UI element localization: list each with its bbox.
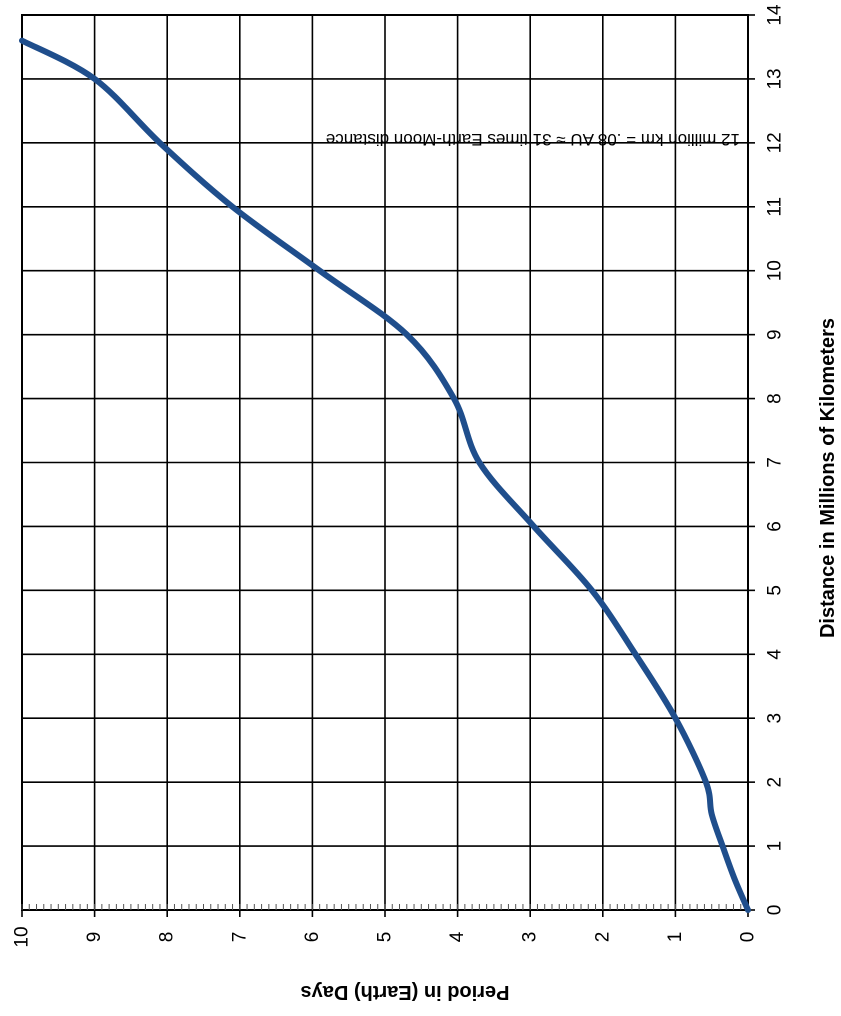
y-tick-label: 9 <box>84 932 105 943</box>
x-tick-label: 10 <box>765 260 786 281</box>
y-tick-label: 2 <box>592 932 613 943</box>
x-tick-label: 11 <box>765 197 786 217</box>
x-tick-label: 7 <box>765 457 786 468</box>
y-axis-title: Period in (Earth) Days <box>301 981 510 1003</box>
x-axis-title: Distance in Millions of Kilometers <box>817 318 839 638</box>
x-tick-label: 5 <box>765 585 786 596</box>
y-tick-label: 0 <box>738 932 759 943</box>
grid-layer <box>22 15 755 917</box>
x-tick-label: 0 <box>765 905 786 916</box>
y-tick-label: 8 <box>157 932 178 943</box>
y-tick-label: 3 <box>520 932 541 943</box>
y-tick-labels: 0 1 2 3 4 5 6 7 8 9 10 <box>12 926 759 947</box>
y-tick-label: 6 <box>302 932 323 943</box>
y-tick-label: 1 <box>665 932 686 943</box>
chart-annotation: 12 million km = .08 AU ≈ 31 times Earth-… <box>326 130 740 149</box>
x-tick-label: 4 <box>765 649 786 660</box>
x-tick-label: 3 <box>765 713 786 724</box>
x-tick-label: 9 <box>765 329 786 340</box>
y-tick-label: 10 <box>12 926 33 947</box>
y-tick-label: 7 <box>229 932 250 943</box>
x-tick-label: 1 <box>765 841 786 852</box>
x-tick-label: 2 <box>765 777 786 788</box>
y-tick-label: 4 <box>447 931 468 942</box>
y-tick-label: 5 <box>375 932 396 943</box>
minor-tick-layer <box>22 904 748 910</box>
x-tick-label: 8 <box>765 393 786 404</box>
x-tick-label: 12 <box>765 132 786 153</box>
x-tick-label: 13 <box>765 68 786 89</box>
x-tick-label: 6 <box>765 521 786 532</box>
x-tick-label: 14 <box>765 4 786 26</box>
